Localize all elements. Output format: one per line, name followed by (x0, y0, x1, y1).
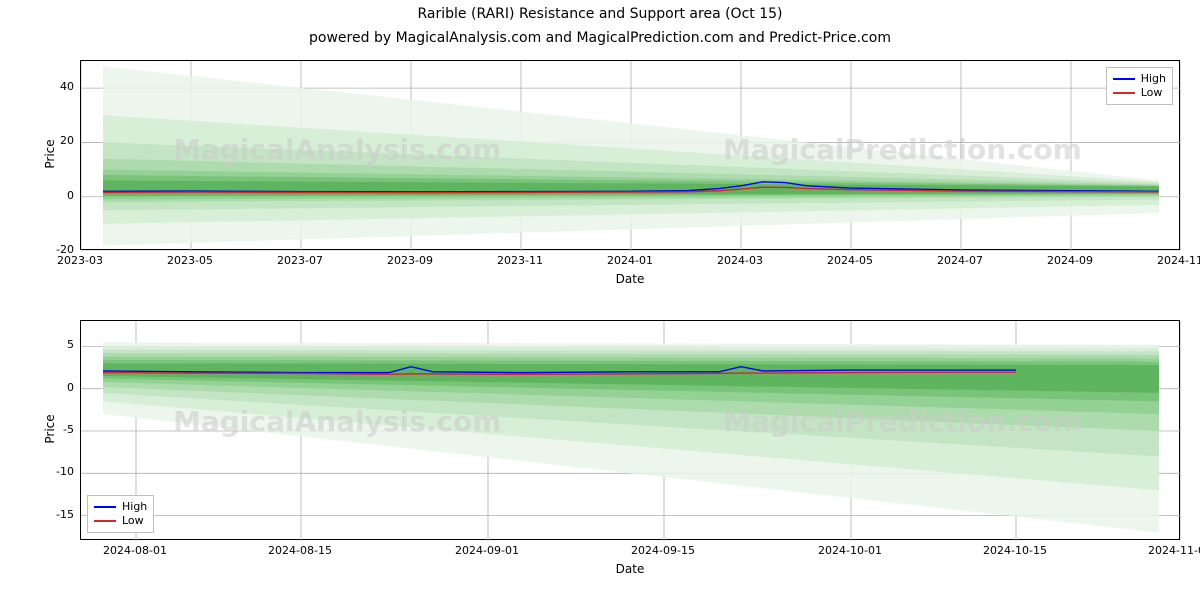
xtick-label: 2024-09-01 (455, 544, 519, 557)
xtick-label: 2023-11 (497, 254, 543, 267)
ytick-label: -10 (34, 465, 74, 478)
legend-label-high: High (122, 500, 147, 514)
xtick-label: 2024-07 (937, 254, 983, 267)
top-xlabel: Date (80, 272, 1180, 286)
legend-label-high: High (1141, 72, 1166, 86)
xtick-label: 2024-10-01 (818, 544, 882, 557)
top-ylabel: Price (43, 124, 57, 184)
legend-item-high: High (94, 500, 147, 514)
legend-swatch-low (94, 520, 116, 522)
xtick-label: 2024-11-01 (1148, 544, 1200, 557)
ytick-label: 0 (34, 189, 74, 202)
legend-item-high: High (1113, 72, 1166, 86)
legend-swatch-high (1113, 78, 1135, 80)
top-panel-svg (81, 61, 1181, 251)
xtick-label: 2023-03 (57, 254, 103, 267)
bottom-panel-svg (81, 321, 1181, 541)
chart-subtitle: powered by MagicalAnalysis.com and Magic… (0, 30, 1200, 46)
xtick-label: 2024-08-01 (103, 544, 167, 557)
xtick-label: 2023-09 (387, 254, 433, 267)
bottom-panel: MagicalAnalysis.com MagicalPrediction.co… (80, 320, 1180, 540)
top-panel: MagicalAnalysis.com MagicalPrediction.co… (80, 60, 1180, 250)
xtick-label: 2023-05 (167, 254, 213, 267)
ytick-label: 5 (34, 338, 74, 351)
xtick-label: 2024-05 (827, 254, 873, 267)
xtick-label: 2024-09-15 (631, 544, 695, 557)
legend-label-low: Low (122, 514, 144, 528)
xtick-label: 2024-08-15 (268, 544, 332, 557)
xtick-label: 2024-01 (607, 254, 653, 267)
figure-root: Rarible (RARI) Resistance and Support ar… (0, 0, 1200, 600)
chart-title: Rarible (RARI) Resistance and Support ar… (0, 6, 1200, 22)
ytick-label: 20 (34, 134, 74, 147)
legend-top: High Low (1106, 67, 1173, 105)
ytick-label: 0 (34, 381, 74, 394)
xtick-label: 2024-11 (1157, 254, 1200, 267)
xtick-label: 2024-10-15 (983, 544, 1047, 557)
ytick-label: -5 (34, 423, 74, 436)
xtick-label: 2024-03 (717, 254, 763, 267)
legend-item-low: Low (94, 514, 147, 528)
bottom-xlabel: Date (80, 562, 1180, 576)
legend-bottom: High Low (87, 495, 154, 533)
legend-label-low: Low (1141, 86, 1163, 100)
xtick-label: 2023-07 (277, 254, 323, 267)
legend-swatch-high (94, 506, 116, 508)
legend-item-low: Low (1113, 86, 1166, 100)
ytick-label: 40 (34, 80, 74, 93)
legend-swatch-low (1113, 92, 1135, 94)
xtick-label: 2024-09 (1047, 254, 1093, 267)
ytick-label: -15 (34, 508, 74, 521)
